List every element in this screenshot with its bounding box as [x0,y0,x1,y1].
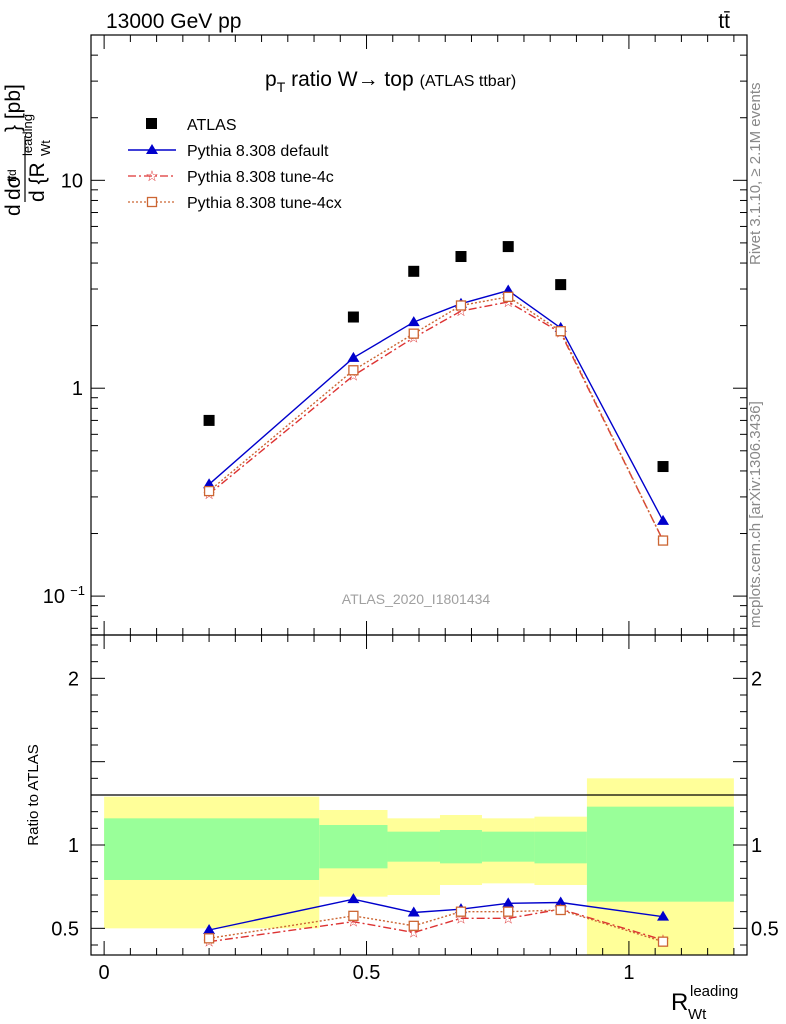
point-atlas-0 [203,414,215,426]
main-data-marks: ☆☆☆☆☆☆☆ [202,241,670,550]
point-pythia-8-308-tune-4cx-1 [348,365,359,376]
point-atlas-6 [657,461,669,473]
point-pythia-8-308-tune-4cx-6 [657,535,669,546]
point-pythia-8-308-tune-4cx-2 [408,328,419,339]
ratio-ytick-label-left-2: 2 [68,668,79,690]
main-ytick-label-1: 1 [72,378,83,400]
main-ylabel-denominator: d {R [26,162,49,202]
point-pythia-8-308-tune-4cx-6 [657,936,669,947]
legend-default-marker [146,144,158,154]
title-p: p [265,68,277,91]
point-pythia-8-308-tune-4cx-1 [348,910,359,921]
green-band-4 [481,831,535,862]
point-pythia-8-308-tune-4cx-5 [555,326,566,337]
legend: ATLAS Pythia 8.308 default ☆ Pythia 8.30… [128,117,342,212]
main-line-pythia-8-308-tune-4c [208,301,664,541]
main-ylabel-unit: } [pb] [2,84,25,132]
point-atlas-1 [347,311,359,323]
point-pythia-8-308-default-2 [407,316,420,327]
point-pythia-8-308-tune-4cx-4 [503,291,514,303]
main-ylabel: d dσ fid d {R Wt leading } [pb] [2,84,53,216]
legend-tune4c-label: Pythia 8.308 tune-4c [187,169,334,186]
point-atlas-4 [502,241,514,253]
ratio-panel: ☆☆☆☆☆☆☆ 0.5 0.5 1 1 2 2 0 0.5 1 Ratio to ATLAS R… [25,634,779,1023]
main-ylabel-leading: leading [20,114,35,156]
ratio-ytick-label-left-1: 1 [68,835,79,857]
xlabel-r: R [671,989,688,1016]
main-panel: ☆☆☆☆☆☆☆ 10 −1 1 10 pT ratio W→ top (ATLAS tt… [2,34,748,636]
xlabel-sub: Wt [688,1006,707,1023]
green-band-6 [586,806,734,902]
point-pythia-8-308-tune-4cx-3 [455,300,467,311]
green-band-0 [104,818,320,880]
legend-default-label: Pythia 8.308 default [187,143,329,160]
process-label: tt̄ [718,10,730,33]
title-small: (ATLAS ttbar) [420,73,517,90]
energy-label: 13000 GeV pp [106,10,241,33]
ratio-ylabel: Ratio to ATLAS [25,744,42,845]
main-line-pythia-8-308-tune-4cx [208,296,664,541]
legend-atlas-label: ATLAS [187,117,237,134]
ratio-xlabel: R Wt leading [671,983,738,1023]
point-pythia-8-308-tune-4cx-3 [455,906,467,917]
point-pythia-8-308-default-6 [657,514,670,525]
legend-atlas-marker [146,118,157,129]
point-pythia-8-308-default-6 [657,910,670,921]
analysis-label: ATLAS_2020_I1801434 [342,591,491,607]
title-rest: ratio W→ top [285,68,413,91]
main-ytick-label-2: 10 [61,170,83,192]
main-ylabel-d: d [2,204,25,216]
main-title: pT ratio W→ top (ATLAS ttbar) [265,68,516,95]
green-band-3 [439,830,482,864]
ratio-ytick-label-right-0: 0.5 [751,918,779,940]
point-pythia-8-308-default-1 [347,893,360,904]
ratio-data-marks: ☆☆☆☆☆☆☆ [202,893,670,951]
main-axis-ticks: 10 −1 1 10 [43,34,747,635]
main-ytick-label-0: 10 [43,586,65,608]
legend-tune4c-marker: ☆ [145,168,158,185]
point-pythia-8-308-default-1 [347,351,360,362]
main-ylabel-sigma: dσ [2,175,25,200]
main-ylabel-wt: Wt [38,140,53,156]
ratio-ytick-label-right-2: 2 [751,668,762,690]
point-pythia-8-308-default-5 [554,896,567,907]
xlabel-sup: leading [690,983,738,1000]
title-subscript: T [277,79,286,95]
ratio-xtick-label-1: 0.5 [353,962,381,984]
green-band-1 [319,825,388,869]
ratio-ytick-label-left-0: 0.5 [51,918,79,940]
ratio-xtick-label-0: 0 [99,962,110,984]
point-atlas-2 [408,265,420,277]
mcplots-label: mcplots.cern.ch [arXiv:1306.3436] [747,401,764,628]
point-pythia-8-308-tune-4cx-0 [203,485,215,497]
point-atlas-3 [455,251,467,263]
main-ytick-exp-0: −1 [70,583,85,598]
legend-tune4cx-marker [146,196,158,208]
point-pythia-8-308-default-4 [502,897,515,908]
point-pythia-8-308-default-0 [203,478,216,489]
point-atlas-5 [555,279,567,291]
rivet-label: Rivet 3.1.10, ≥ 2.1M events [747,83,764,266]
ratio-axis-ticks: 0.5 0.5 1 1 2 2 0 0.5 1 [51,635,779,984]
point-pythia-8-308-tune-4cx-0 [203,933,215,944]
green-band-2 [387,831,440,862]
main-ylabel-fid: fid [5,169,19,182]
ratio-xtick-label-2: 1 [623,962,634,984]
green-band-5 [534,831,587,864]
point-pythia-8-308-tune-4cx-2 [408,920,419,931]
point-pythia-8-308-tune-4cx-5 [555,904,566,916]
point-pythia-8-308-default-0 [203,924,216,934]
ratio-ytick-label-right-1: 1 [751,835,762,857]
point-pythia-8-308-tune-4cx-4 [503,906,514,917]
legend-tune4cx-label: Pythia 8.308 tune-4cx [187,195,342,212]
point-pythia-8-308-default-2 [407,906,420,917]
